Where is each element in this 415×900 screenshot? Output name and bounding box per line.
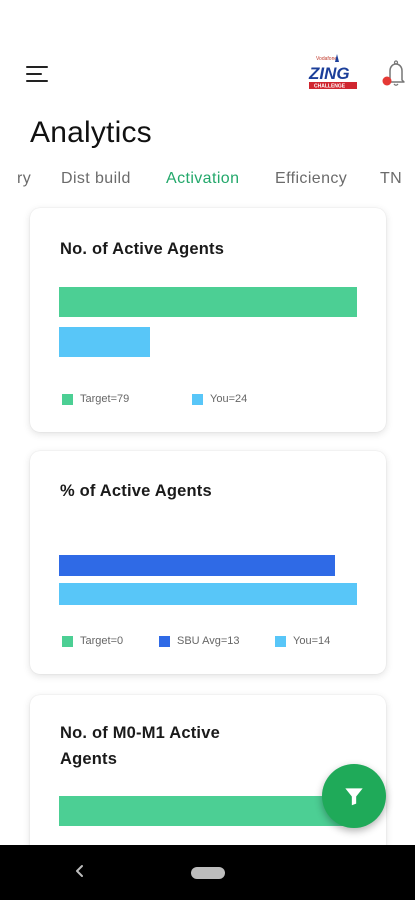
legend-item-you: You=24 [192,393,247,405]
tab-bar: ry Dist build Activation Efficiency TN [0,166,415,196]
legend-swatch-target [62,393,73,405]
legend-swatch-you [275,635,286,647]
bar-target [59,287,357,317]
legend-swatch-target [62,635,73,647]
logo-small-text: Vodafone [316,56,337,62]
tab-activation[interactable]: Activation [166,170,240,187]
tab-summary[interactable]: ry [17,170,32,187]
card-title: % of Active Agents [60,482,212,500]
filter-icon [345,788,363,806]
legend-label-target: Target=79 [80,393,130,405]
home-pill-icon[interactable] [191,867,225,879]
legend-item-sbu-avg: SBU Avg=13 [159,635,239,647]
bar-target [59,796,357,826]
hamburger-icon[interactable] [26,60,58,88]
card-title: No. of Active Agents [60,240,225,258]
logo-text: ZING [308,64,350,83]
tab-tn[interactable]: TN [380,170,403,187]
page-title: Analytics [30,116,152,149]
bar-you [59,583,357,605]
app-bar: Vodafone ZING CHALLENGE [0,0,415,120]
bell-icon[interactable] [378,56,414,92]
tab-dist-build[interactable]: Dist build [61,170,131,187]
bar-you [59,327,150,357]
legend-item-target: Target=0 [62,635,123,647]
system-nav-bar [0,845,415,900]
card-active-agents: No. of Active Agents Target=79 You=24 [30,208,386,432]
card-percent-active-agents: % of Active Agents Target=0 SBU Avg=13 Y… [30,451,386,674]
legend-label-you: You=14 [293,635,331,647]
legend-swatch-sbu-avg [159,635,170,647]
tab-efficiency[interactable]: Efficiency [275,170,348,187]
legend-item-you: You=14 [275,635,330,647]
card-title-line-1: No. of M0-M1 Active [60,724,220,742]
zing-logo: Vodafone ZING CHALLENGE [306,52,362,94]
card-title-line-2: Agents [60,750,118,768]
legend-label-you: You=24 [210,393,248,405]
legend-item-target: Target=79 [62,393,129,405]
legend-label-target: Target=0 [80,635,124,647]
back-icon[interactable] [72,861,88,881]
legend-label-sbu-avg: SBU Avg=13 [177,635,240,647]
bar-sbu-avg [59,555,335,576]
logo-sub-text: CHALLENGE [314,84,346,90]
filter-button[interactable] [322,764,386,828]
card-title: No. of M0-M1 Active Agents [60,720,220,772]
legend-swatch-you [192,393,203,405]
